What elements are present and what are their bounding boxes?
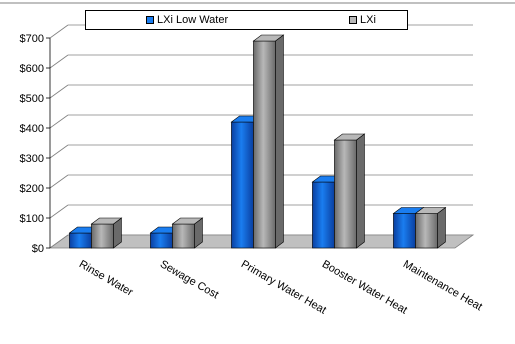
bar-lxi-booster-water-heat-side bbox=[356, 133, 365, 249]
bar-lxi-maintenance-heat-top bbox=[414, 207, 447, 214]
bar-lxi-primary-water-heat-side bbox=[275, 34, 284, 249]
y-tick-label: $400 bbox=[20, 123, 44, 135]
y-tick-label: $600 bbox=[20, 63, 44, 75]
bar-lxi-low-water-sewage-cost bbox=[150, 232, 173, 249]
bar-lxi-booster-water-heat-top bbox=[333, 133, 366, 141]
side-wall bbox=[50, 25, 68, 248]
gridline-diagonal bbox=[49, 144, 69, 159]
legend-item-lxi-low-water: LXi Low Water bbox=[146, 14, 228, 26]
bar-lxi-sewage-cost bbox=[172, 223, 195, 249]
legend-label-lxi-low-water: LXi Low Water bbox=[157, 14, 229, 26]
bar-lxi-primary-water-heat-top bbox=[252, 34, 285, 42]
y-tick-label: $500 bbox=[20, 93, 44, 105]
x-tick-label-primary-water-heat: Primary Water Heat bbox=[239, 258, 328, 316]
y-tick-label: $100 bbox=[20, 213, 44, 225]
x-tick-label-maintenance-heat: Maintenance Heat bbox=[401, 258, 484, 313]
bar-lxi-maintenance-heat bbox=[415, 213, 438, 249]
gridline-diagonal bbox=[49, 174, 69, 189]
x-tick-label-booster-water-heat: Booster Water Heat bbox=[320, 258, 409, 316]
gridline-diagonal bbox=[49, 24, 69, 39]
bar-lxi-rinse-water-top bbox=[90, 217, 123, 225]
bar-lxi-sewage-cost-top bbox=[171, 217, 204, 225]
y-tick-label: $200 bbox=[20, 183, 44, 195]
x-tick-label-sewage-cost: Sewage Cost bbox=[158, 258, 221, 301]
bar-lxi-booster-water-heat bbox=[334, 139, 357, 249]
x-tick-label-rinse-water: Rinse Water bbox=[77, 258, 135, 299]
bar-lxi-rinse-water bbox=[91, 223, 114, 249]
gridline-diagonal bbox=[49, 114, 69, 129]
gridline-diagonal bbox=[49, 204, 69, 219]
legend-label-lxi: LXi bbox=[360, 14, 376, 26]
legend-swatch-lxi bbox=[349, 16, 357, 24]
y-tick-label: $300 bbox=[20, 153, 44, 165]
legend-swatch-lxi-low-water bbox=[146, 16, 154, 24]
legend-item-lxi: LXi bbox=[349, 14, 376, 26]
y-tick-label: $0 bbox=[32, 243, 44, 255]
bar-lxi-primary-water-heat bbox=[253, 40, 276, 249]
bar-lxi-low-water-rinse-water bbox=[69, 232, 92, 249]
bar-lxi-low-water-primary-water-heat bbox=[231, 121, 254, 249]
bar-lxi-maintenance-heat-side bbox=[437, 206, 446, 249]
legend: LXi Low Water LXi bbox=[85, 10, 408, 30]
gridline-diagonal bbox=[49, 84, 69, 99]
bar-lxi-low-water-maintenance-heat bbox=[393, 213, 416, 249]
y-tick-label: $700 bbox=[20, 33, 44, 45]
bar-lxi-low-water-booster-water-heat bbox=[312, 181, 335, 249]
gridline-diagonal bbox=[49, 54, 69, 69]
